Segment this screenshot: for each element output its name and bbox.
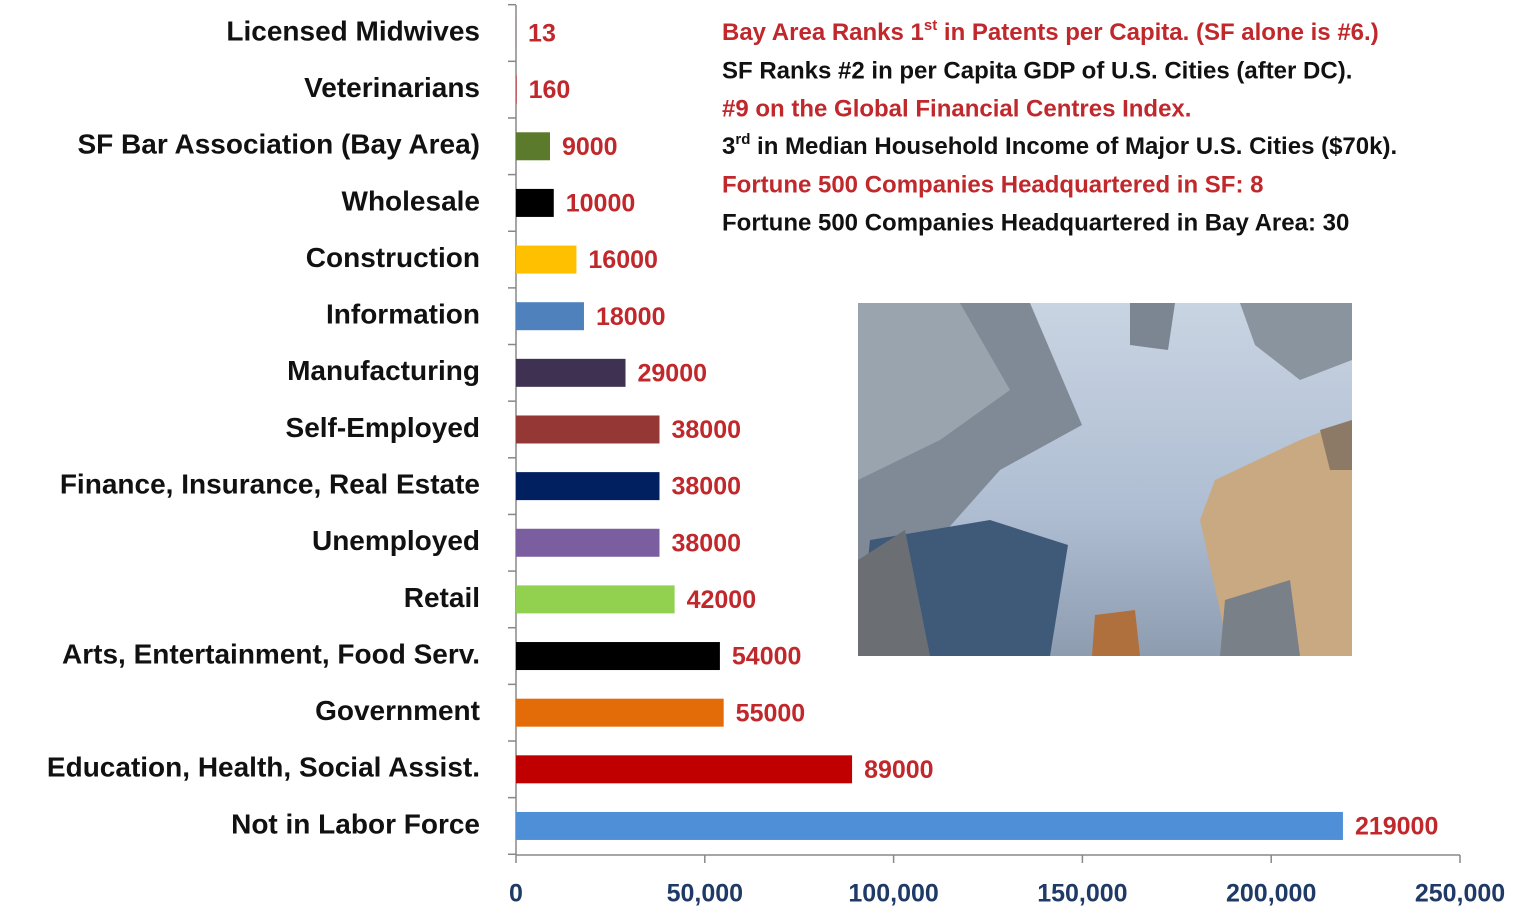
bar bbox=[516, 585, 675, 614]
category-label: Veterinarians bbox=[304, 72, 480, 103]
annotation-part: Bay Area Ranks 1 bbox=[722, 19, 924, 46]
bar bbox=[516, 472, 660, 501]
category-label: Not in Labor Force bbox=[231, 808, 480, 839]
annotation-part: in Median Household Income of Major U.S.… bbox=[750, 133, 1397, 160]
photo bbox=[858, 303, 1352, 656]
value-label: 10000 bbox=[566, 190, 636, 218]
bar bbox=[516, 528, 660, 557]
value-label: 38000 bbox=[671, 473, 741, 501]
category-label: Government bbox=[315, 695, 480, 726]
bar bbox=[516, 75, 517, 104]
category-label: SF Bar Association (Bay Area) bbox=[78, 129, 481, 160]
x-tick-label: 200,000 bbox=[1226, 880, 1316, 908]
x-tick-label: 0 bbox=[509, 880, 523, 908]
category-label: Arts, Entertainment, Food Serv. bbox=[62, 638, 480, 669]
bar bbox=[516, 415, 660, 444]
annotation: Bay Area Ranks 1st in Patents per Capita… bbox=[722, 17, 1379, 46]
category-label: Manufacturing bbox=[287, 355, 480, 386]
value-label: 89000 bbox=[864, 756, 934, 784]
bar bbox=[516, 811, 1343, 840]
bar bbox=[516, 302, 584, 331]
value-label: 38000 bbox=[671, 529, 741, 557]
value-label: 13 bbox=[528, 20, 556, 48]
bar bbox=[516, 245, 577, 274]
category-label: Unemployed bbox=[312, 525, 480, 556]
value-label: 38000 bbox=[671, 416, 741, 444]
annotation-part: st bbox=[924, 17, 937, 34]
value-label: 219000 bbox=[1355, 813, 1438, 841]
value-label: 16000 bbox=[588, 246, 658, 274]
bar bbox=[516, 698, 724, 727]
value-label: 18000 bbox=[596, 303, 666, 331]
category-label: Finance, Insurance, Real Estate bbox=[60, 469, 480, 500]
x-tick-label: 250,000 bbox=[1415, 880, 1505, 908]
x-tick-label: 100,000 bbox=[848, 880, 938, 908]
annotation: Fortune 500 Companies Headquartered in B… bbox=[722, 209, 1349, 236]
x-tick-label: 150,000 bbox=[1037, 880, 1127, 908]
value-label: 42000 bbox=[687, 586, 757, 614]
bar bbox=[516, 188, 554, 217]
bar bbox=[516, 642, 720, 671]
value-label: 160 bbox=[529, 76, 571, 104]
annotation-part: rd bbox=[735, 131, 750, 148]
category-label: Construction bbox=[306, 242, 480, 273]
x-tick-label: 50,000 bbox=[667, 880, 743, 908]
category-label: Wholesale bbox=[342, 185, 480, 216]
value-label: 29000 bbox=[638, 359, 708, 387]
category-label: Licensed Midwives bbox=[226, 15, 480, 46]
annotation-part: 3 bbox=[722, 133, 735, 160]
category-label: Information bbox=[326, 299, 480, 330]
category-label: Education, Health, Social Assist. bbox=[47, 752, 480, 783]
category-label: Retail bbox=[404, 582, 480, 613]
bar bbox=[516, 755, 853, 784]
annotation: Fortune 500 Companies Headquartered in S… bbox=[722, 171, 1263, 198]
annotation-part: in Patents per Capita. (SF alone is #6.) bbox=[937, 19, 1378, 46]
value-label: 55000 bbox=[736, 699, 806, 727]
annotation: #9 on the Global Financial Centres Index… bbox=[722, 95, 1191, 122]
category-label: Self-Employed bbox=[286, 412, 480, 443]
annotation: 3rd in Median Household Income of Major … bbox=[722, 131, 1397, 160]
bar bbox=[516, 358, 626, 387]
annotation: SF Ranks #2 in per Capita GDP of U.S. Ci… bbox=[722, 57, 1352, 84]
value-label: 54000 bbox=[732, 643, 802, 671]
bar bbox=[516, 132, 550, 161]
value-label: 9000 bbox=[562, 133, 618, 161]
